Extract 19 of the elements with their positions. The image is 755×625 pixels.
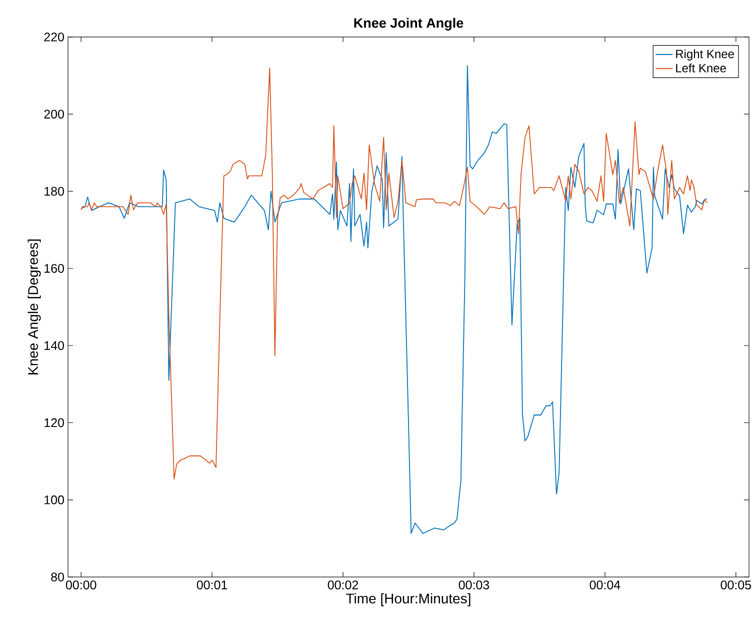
y-tick-label: 120 <box>44 418 64 428</box>
x-axis-title: Time [Hour:Minutes] <box>346 593 470 606</box>
y-tick-label: 200 <box>44 110 64 119</box>
x-tick-label: 00:05 <box>720 580 752 590</box>
y-tick-label: 220 <box>44 32 64 42</box>
y-tick-label: 160 <box>44 264 64 273</box>
x-tick-label: 00:04 <box>590 580 620 590</box>
y-axis-title: Knee Angle [Degrees] <box>28 240 41 374</box>
legend-label: Right Knee <box>676 49 734 61</box>
y-tick-label: 180 <box>44 186 64 196</box>
x-tick-label: 00:01 <box>196 580 228 590</box>
x-tick-label: 00:03 <box>458 580 490 590</box>
y-tick-label: 100 <box>44 495 64 504</box>
legend-label: Left Knee <box>676 64 726 72</box>
y-tick-label: 140 <box>44 341 64 350</box>
chart-title: Knee Joint Angle <box>354 18 464 30</box>
y-tick-label: 80 <box>51 572 64 582</box>
x-tick-label: 00:02 <box>328 580 358 590</box>
x-tick-label: 00:00 <box>66 580 96 590</box>
